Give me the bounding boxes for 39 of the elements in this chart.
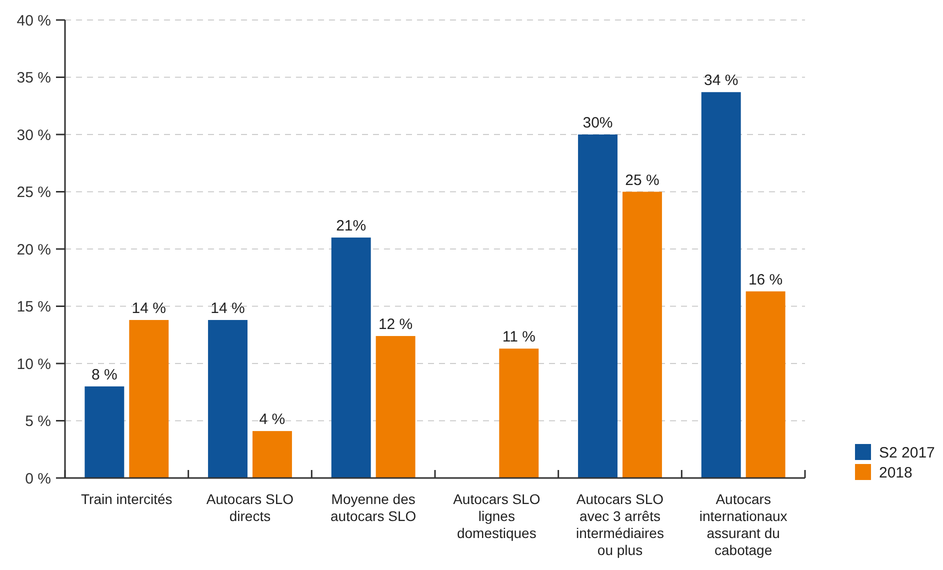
bar (84, 386, 124, 478)
bar (746, 291, 786, 478)
bar (129, 320, 169, 478)
bar (622, 192, 662, 478)
x-tick-label: Autocars internationaux assurant du cabotage (699, 491, 788, 558)
data-label: 21% (336, 218, 366, 235)
y-tick-label: 35 % (16, 70, 51, 86)
y-tick-label: 5 % (25, 413, 51, 430)
bar (499, 348, 539, 478)
x-tick-label: Autocars SLO avec 3 arrêts intermédiaires ou plus (576, 491, 664, 558)
data-label: 14 % (132, 300, 166, 317)
data-label: 14 % (210, 300, 245, 317)
data-label: 12 % (378, 316, 413, 334)
x-tick-label: Autocars SLO directs (206, 491, 294, 524)
bar (578, 134, 618, 478)
legend-label: S2 2017 (879, 444, 935, 462)
data-label: 25 % (625, 172, 660, 189)
y-tick-label: 10 % (16, 356, 51, 373)
legend-label: 2018 (879, 464, 912, 482)
bar (252, 431, 292, 478)
data-label: 4 % (259, 411, 286, 428)
y-tick-label: 40 % (16, 12, 51, 30)
bar (701, 92, 741, 478)
x-tick-label: Autocars SLO lignes domestiques (453, 491, 540, 541)
data-label: 8 % (92, 366, 118, 384)
data-label: 11 % (502, 328, 536, 346)
data-label: 16 % (748, 271, 783, 288)
bar (331, 238, 371, 478)
bar (376, 336, 416, 478)
y-tick-label: 0 % (25, 470, 51, 488)
y-tick-label: 20 % (16, 241, 51, 258)
bar (208, 320, 248, 478)
y-tick-label: 25 % (16, 184, 51, 201)
x-tick-label: Train intercités (81, 491, 172, 507)
y-tick-label: 30 % (16, 126, 51, 144)
data-label: 34 % (704, 72, 738, 90)
x-tick-label: Moyenne des autocars SLO (330, 491, 416, 524)
y-tick-label: 15 % (16, 298, 51, 316)
data-label: 30% (582, 114, 613, 132)
